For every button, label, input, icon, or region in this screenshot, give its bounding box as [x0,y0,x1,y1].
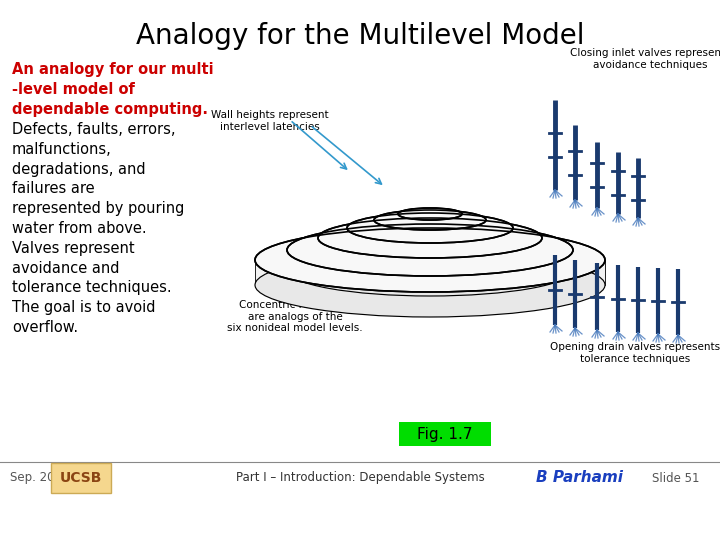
Ellipse shape [398,216,462,228]
Polygon shape [255,260,605,285]
Text: Sep. 2020: Sep. 2020 [10,471,69,484]
Polygon shape [374,220,486,231]
Text: B Parhami: B Parhami [536,470,624,485]
Ellipse shape [398,208,462,220]
Text: Analogy for the Multilevel Model: Analogy for the Multilevel Model [136,22,584,50]
Ellipse shape [347,213,513,243]
Text: Wall heights represent
interlevel latencies: Wall heights represent interlevel latenc… [211,110,329,132]
Ellipse shape [347,227,513,257]
Ellipse shape [255,253,605,317]
Text: UCSB: UCSB [60,471,102,485]
Text: An analogy for our multi
-level model of
dependable computing.: An analogy for our multi -level model of… [12,62,214,117]
Ellipse shape [374,221,486,241]
Ellipse shape [374,210,486,230]
Text: Slide 51: Slide 51 [652,471,700,484]
Polygon shape [318,238,542,255]
FancyBboxPatch shape [51,463,111,493]
Text: Defects, faults, errors,
malfunctions,
degradations, and
failures are
represente: Defects, faults, errors, malfunctions, d… [12,122,184,335]
Polygon shape [287,250,573,270]
Text: Part I – Introduction: Dependable Systems: Part I – Introduction: Dependable System… [235,471,485,484]
Text: Opening drain valves represents
tolerance techniques: Opening drain valves represents toleranc… [550,342,720,363]
FancyBboxPatch shape [399,422,491,446]
Ellipse shape [287,224,573,276]
Polygon shape [398,214,462,222]
Ellipse shape [318,218,542,258]
Text: Fig. 1.7: Fig. 1.7 [418,427,473,442]
Ellipse shape [318,235,542,275]
Polygon shape [347,228,513,242]
Text: Concentric reservoirs
are analogs of the
six nonideal model levels.: Concentric reservoirs are analogs of the… [228,300,363,333]
Ellipse shape [255,228,605,292]
Text: Closing inlet valves represents
avoidance techniques: Closing inlet valves represents avoidanc… [570,48,720,70]
Ellipse shape [287,244,573,296]
